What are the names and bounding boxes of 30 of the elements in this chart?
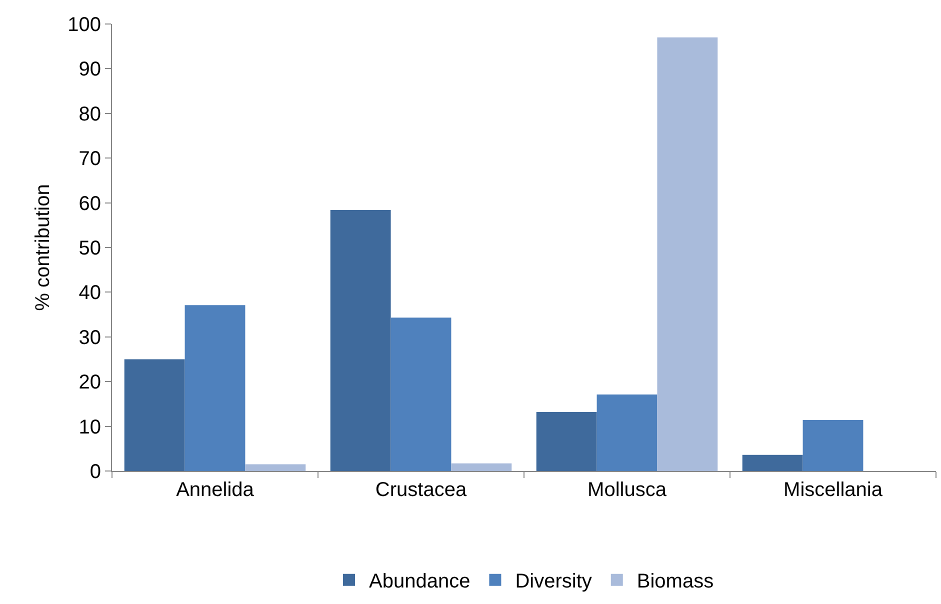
bar [802, 420, 864, 471]
legend-label: Abundance [369, 570, 470, 593]
y-tick-label: 20 [78, 372, 101, 394]
y-tick-label: 30 [78, 326, 101, 349]
y-axis-title: % contribution [32, 184, 54, 311]
y-tick-label: 0 [90, 461, 101, 483]
bar [245, 464, 306, 471]
bar [742, 454, 803, 471]
bar [657, 37, 718, 471]
y-tick-label: 90 [78, 58, 101, 81]
legend-label: Biomass [636, 570, 714, 593]
x-tick-label: Mollusca [588, 479, 668, 501]
bar [184, 305, 246, 471]
bar [330, 210, 391, 471]
bar [596, 394, 658, 471]
legend-label: Diversity [515, 570, 592, 593]
y-tick-label: 50 [78, 238, 101, 260]
bar [124, 359, 185, 471]
x-tick-label: Annelida [176, 479, 255, 501]
x-tick-label: Crustacea [375, 479, 468, 501]
y-tick-label: 10 [78, 416, 101, 438]
y-tick-label: 100 [68, 14, 101, 36]
bar [451, 463, 512, 471]
y-tick-label: 80 [78, 103, 101, 126]
y-tick-label: 40 [78, 282, 101, 304]
x-tick-label: Miscellania [784, 479, 884, 501]
bar [390, 318, 452, 471]
bar [536, 412, 597, 471]
y-tick-label: 60 [78, 192, 101, 215]
y-tick-label: 70 [78, 148, 101, 170]
